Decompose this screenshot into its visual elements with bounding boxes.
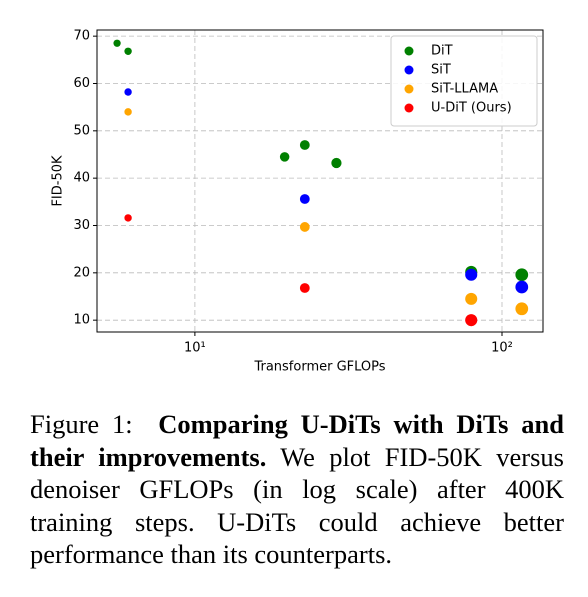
legend-label: SiT-LLAMA	[431, 82, 498, 97]
point	[124, 214, 132, 222]
legend-label: DiT	[431, 44, 453, 59]
y-axis-label: FID-50K	[51, 155, 66, 207]
point	[299, 140, 310, 150]
point	[124, 108, 132, 116]
caption-title: Comparing U-DiTs with DiTs and their imp…	[30, 409, 564, 472]
point	[299, 222, 310, 232]
point	[515, 280, 529, 294]
point	[465, 292, 478, 305]
legend-marker	[404, 65, 414, 75]
legend-marker	[404, 46, 414, 56]
legend-label: SiT	[431, 63, 451, 78]
point	[299, 283, 310, 293]
y-tick-label: 50	[73, 123, 90, 138]
x-tick-label: 10²	[491, 341, 513, 356]
point	[279, 152, 290, 162]
point	[124, 47, 132, 56]
legend-marker	[404, 103, 414, 113]
point	[331, 157, 342, 169]
point	[515, 302, 529, 316]
point	[113, 39, 121, 47]
y-tick-label: 10	[73, 313, 90, 328]
legend-box	[390, 35, 538, 127]
x-axis-label: Transformer GFLOPs	[253, 360, 385, 375]
y-tick-label: 30	[73, 218, 90, 233]
chart: Transformer GFLOPs FID-50K 10 20 30 40 50 60 7…	[51, 29, 544, 375]
point	[299, 194, 310, 204]
plot-frame	[96, 29, 544, 333]
legend-marker	[404, 84, 414, 94]
y-tick-label: 20	[73, 265, 90, 280]
point	[465, 268, 478, 281]
y-tick-label: 70	[73, 29, 90, 44]
caption: Figure 1: Comparing U-DiTs with DiTs and…	[30, 408, 564, 571]
point	[124, 88, 132, 96]
point	[515, 268, 529, 282]
legend-label: U-DiT (Ours)	[431, 101, 512, 116]
caption-text: We plot FID-50K versus denoiser GFLOPs (…	[30, 441, 564, 570]
caption-label: Figure 1:	[30, 409, 133, 439]
x-tick-label: 10¹	[184, 341, 206, 356]
y-tick-label: 40	[73, 171, 90, 186]
y-tick-label: 60	[73, 76, 90, 91]
point	[465, 314, 478, 327]
